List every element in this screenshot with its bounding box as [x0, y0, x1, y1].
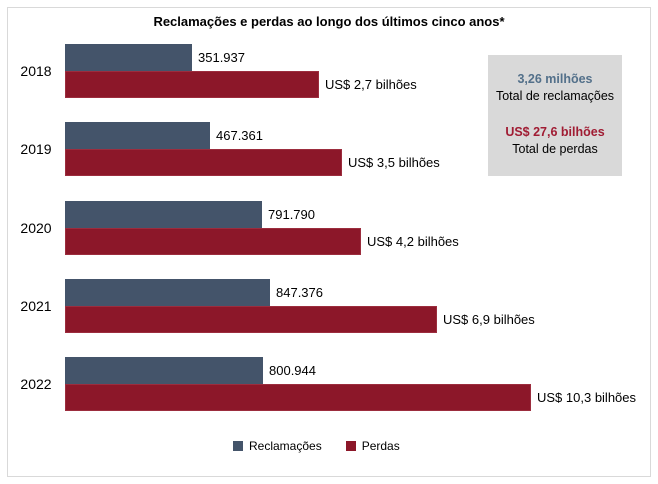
data-label-perdas-2019: US$ 3,5 bilhões	[348, 155, 440, 170]
category-label-2020: 2020	[20, 220, 52, 236]
category-label-2021: 2021	[20, 298, 52, 314]
data-label-reclamacoes-2018: 351.937	[198, 50, 245, 65]
data-label-perdas-2021: US$ 6,9 bilhões	[443, 312, 535, 327]
data-label-reclamacoes-2022: 800.944	[269, 363, 316, 378]
legend: Reclamações Perdas	[233, 439, 400, 453]
totals-box: 3,26 milhões Total de reclamações US$ 27…	[488, 55, 622, 176]
bar-perdas-2021	[65, 306, 437, 333]
total-losses-value: US$ 27,6 bilhões	[505, 125, 605, 139]
bar-perdas-2020	[65, 228, 361, 255]
bar-reclamacoes-2021	[65, 279, 270, 306]
category-label-2022: 2022	[20, 376, 52, 392]
total-claims-caption: Total de reclamações	[495, 89, 615, 103]
legend-item-perdas: Perdas	[345, 439, 400, 453]
data-label-perdas-2022: US$ 10,3 bilhões	[537, 390, 637, 405]
data-label-perdas-2018: US$ 2,7 bilhões	[325, 77, 417, 92]
bar-reclamacoes-2018	[65, 44, 192, 71]
legend-label-reclamacoes: Reclamações	[249, 439, 322, 453]
chart-frame	[7, 7, 651, 477]
category-label-2018: 2018	[20, 63, 52, 79]
legend-label-perdas: Perdas	[361, 439, 400, 453]
bar-reclamacoes-2020	[65, 201, 262, 228]
legend-swatch-perdas	[345, 441, 356, 451]
total-claims-value: 3,26 milhões	[517, 72, 593, 86]
total-losses-caption: Total de perdas	[512, 142, 598, 156]
bar-perdas-2019	[65, 149, 342, 176]
total-losses-block: US$ 27,6 bilhões Total de perdas	[488, 124, 622, 158]
data-label-reclamacoes-2019: 467.361	[216, 128, 263, 143]
legend-item-reclamacoes: Reclamações	[233, 439, 322, 453]
legend-swatch-reclamacoes	[233, 441, 243, 451]
data-label-reclamacoes-2020: 791.790	[268, 207, 315, 222]
category-label-2019: 2019	[20, 141, 52, 157]
total-claims-block: 3,26 milhões Total de reclamações	[488, 71, 622, 105]
bar-reclamacoes-2019	[65, 122, 210, 149]
data-label-perdas-2020: US$ 4,2 bilhões	[367, 234, 459, 249]
data-label-reclamacoes-2021: 847.376	[276, 285, 323, 300]
bar-perdas-2018	[65, 71, 319, 98]
bar-perdas-2022	[65, 384, 531, 411]
chart-title: Reclamações e perdas ao longo dos último…	[153, 14, 505, 29]
bar-reclamacoes-2022	[65, 357, 263, 384]
